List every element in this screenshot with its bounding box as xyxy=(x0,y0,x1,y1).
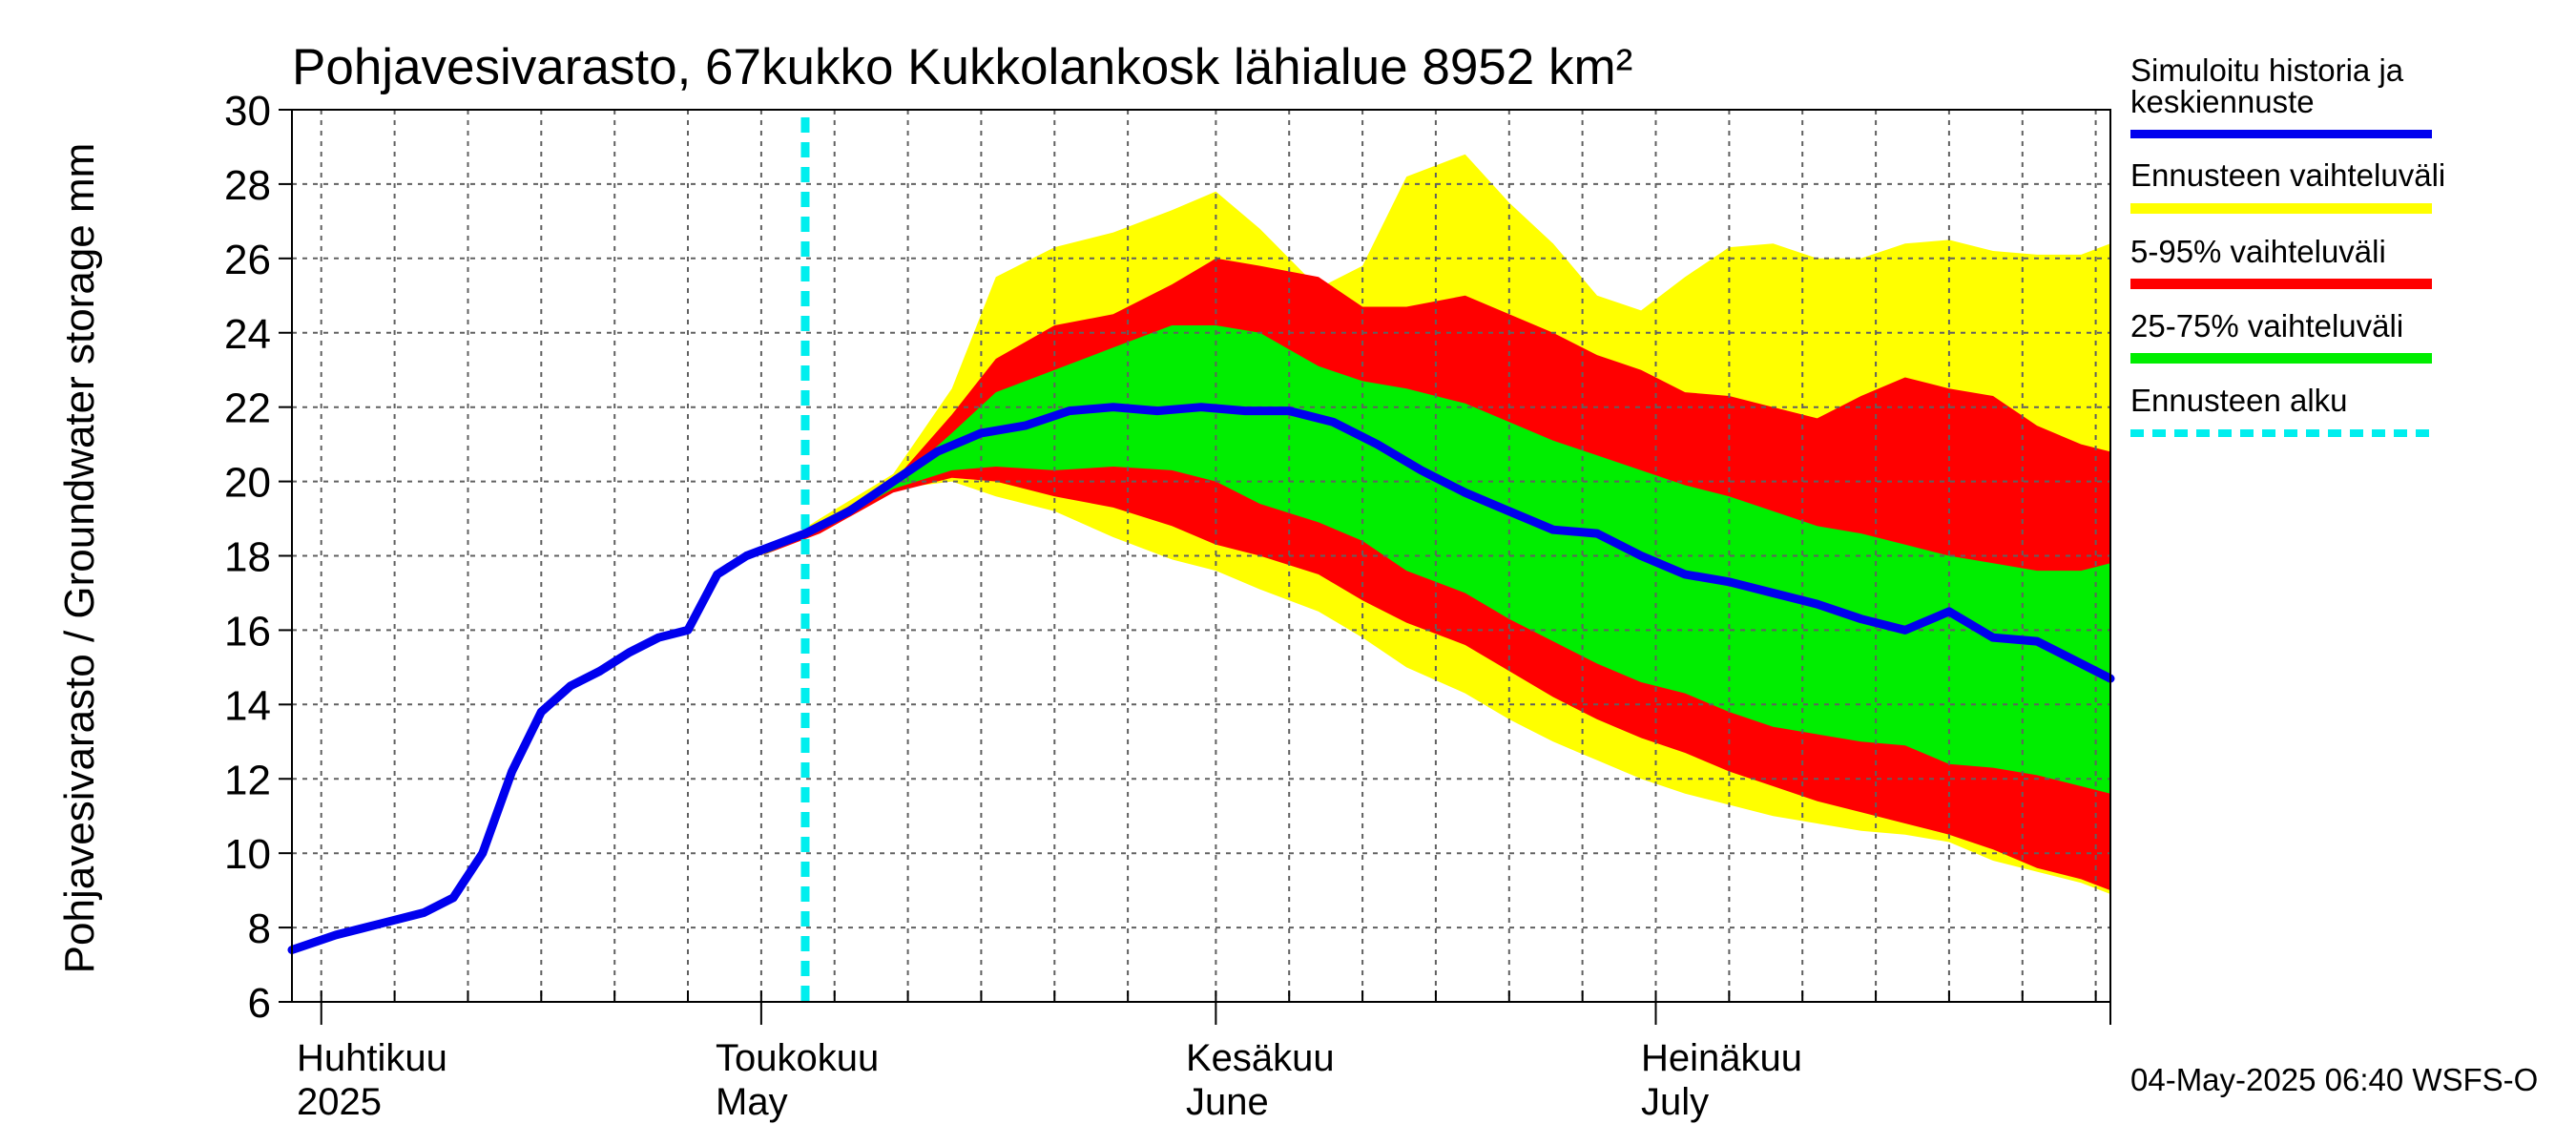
y-tick-label: 28 xyxy=(224,162,271,209)
y-tick-label: 8 xyxy=(248,906,271,952)
y-tick-label: 10 xyxy=(224,831,271,878)
legend-swatch-range xyxy=(2130,203,2432,214)
footer-timestamp: 04-May-2025 06:40 WSFS-O xyxy=(2130,1062,2538,1097)
y-tick-label: 16 xyxy=(224,608,271,655)
x-axis-month-labels: Huhtikuu 2025 Toukokuu May Kesäkuu June … xyxy=(297,1037,1802,1123)
chart-title: Pohjavesivarasto, 67kukko Kukkolankosk l… xyxy=(292,39,1632,95)
x-axis-ticks xyxy=(320,990,2111,1025)
grid-lines xyxy=(292,110,2110,1002)
legend-label-forecast-start: Ennusteen alku xyxy=(2130,383,2348,418)
y-tick-label: 26 xyxy=(224,237,271,283)
forecast-median-line-0 xyxy=(800,403,2115,683)
legend-label-history-line1: Simuloitu historia ja xyxy=(2130,52,2404,88)
y-tick-label: 24 xyxy=(224,311,271,358)
y-tick-label: 20 xyxy=(224,460,271,507)
y-tick-label: 6 xyxy=(248,980,271,1027)
month-label-june-en: June xyxy=(1186,1081,1269,1123)
y-axis-ticks: 6 8 10 12 14 16 18 20 22 24 26 28 30 xyxy=(224,88,292,1027)
y-tick-label: 12 xyxy=(224,757,271,803)
month-label-july-fi: Heinäkuu xyxy=(1641,1037,1802,1079)
y-tick-label: 22 xyxy=(224,385,271,432)
y-tick-label: 18 xyxy=(224,534,271,581)
month-label-may-fi: Toukokuu xyxy=(716,1037,879,1079)
month-label-april-fi: Huhtikuu xyxy=(297,1037,447,1079)
month-label-july-en: July xyxy=(1641,1081,1709,1123)
band-2 xyxy=(760,325,2110,794)
legend-swatch-25-75 xyxy=(2130,353,2432,364)
legend-swatch-5-95 xyxy=(2130,279,2432,289)
y-tick-label: 14 xyxy=(224,682,271,729)
legend: Simuloitu historia ja keskiennuste Ennus… xyxy=(2130,52,2445,437)
legend-label-range: Ennusteen vaihteluväli xyxy=(2130,157,2445,193)
month-label-may-en: May xyxy=(716,1081,788,1123)
history-line xyxy=(287,529,810,954)
month-label-june-fi: Kesäkuu xyxy=(1186,1037,1335,1079)
legend-label-5-95: 5-95% vaihteluväli xyxy=(2130,234,2386,269)
y-axis-label: Pohjavesivarasto / Groundwater storage m… xyxy=(56,143,103,974)
month-label-april-en: 2025 xyxy=(297,1081,382,1123)
legend-label-25-75: 25-75% vaihteluväli xyxy=(2130,308,2403,344)
legend-swatch-history xyxy=(2130,130,2432,138)
y-tick-label: 30 xyxy=(224,88,271,135)
median-line xyxy=(287,403,2115,954)
legend-label-history-line2: keskiennuste xyxy=(2130,84,2315,119)
